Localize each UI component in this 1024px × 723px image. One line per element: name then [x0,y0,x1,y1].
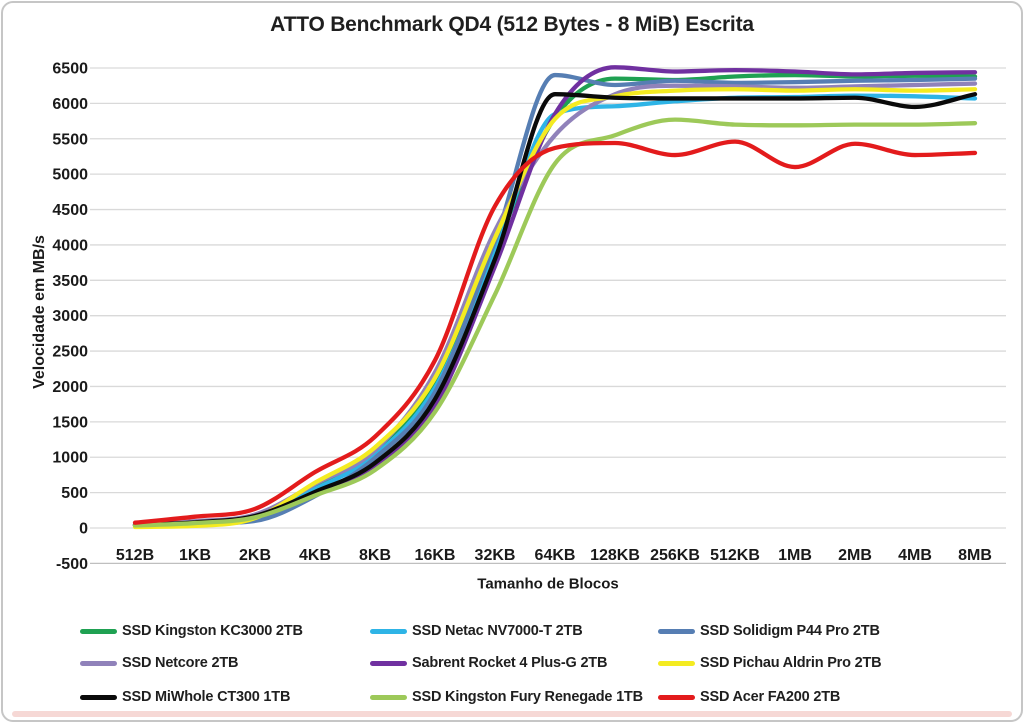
legend-item: SSD Netac NV7000-T 2TB [370,621,583,641]
y-tick-label: 2500 [52,344,88,361]
series-line [132,87,978,530]
x-tick-label: 512B [116,547,154,564]
legend-line-swatch [658,694,695,700]
legend-line-swatch [80,694,117,700]
legend-line-swatch [370,694,407,700]
legend-line-swatch [370,660,407,666]
y-tick-label: 1500 [52,414,88,431]
legend-line-swatch [658,660,695,666]
series-line [132,72,978,528]
series-line [132,139,978,525]
x-tick-label: 32KB [475,547,516,564]
legend-item: SSD MiWhole CT300 1TB [80,687,290,707]
legend-item: SSD Pichau Aldrin Pro 2TB [658,653,882,673]
x-tick-label: 64KB [535,547,576,564]
legend-label: SSD Solidigm P44 Pro 2TB [700,623,880,639]
y-tick-label: 2000 [52,379,88,396]
legend-label: SSD Acer FA200 2TB [700,689,841,705]
legend-label: SSD Pichau Aldrin Pro 2TB [700,655,882,671]
x-tick-label: 512KB [710,547,760,564]
x-tick-label: 1KB [179,547,211,564]
legend-item: Sabrent Rocket 4 Plus-G 2TB [370,653,607,673]
legend-label: SSD Netac NV7000-T 2TB [412,623,583,639]
y-tick-label: 5500 [52,131,88,148]
legend-item: SSD Netcore 2TB [80,653,238,673]
legend-line-swatch [80,660,117,666]
legend-line-swatch [80,628,117,634]
y-tick-label: 1000 [52,450,88,467]
y-tick-label: 5000 [52,167,88,184]
legend-item: SSD Kingston KC3000 2TB [80,621,303,641]
legend-item: SSD Solidigm P44 Pro 2TB [658,621,880,641]
legend-label: SSD Kingston Fury Renegade 1TB [412,689,643,705]
legend-label: SSD Kingston KC3000 2TB [122,623,303,639]
x-tick-label: 2KB [239,547,271,564]
y-tick-label: 6000 [52,96,88,113]
x-axis-title: Tamanho de Blocos [477,575,619,593]
series-line [132,93,978,528]
y-tick-label: 3000 [52,308,88,325]
x-tick-label: 256KB [650,547,700,564]
series-line [132,92,978,528]
y-tick-label: -500 [56,556,88,573]
legend-line-swatch [370,628,407,634]
x-tick-label: 128KB [590,547,640,564]
x-tick-label: 16KB [415,547,456,564]
y-tick-label: 3500 [52,273,88,290]
legend-item: SSD Kingston Fury Renegade 1TB [370,687,643,707]
legend-item: SSD Acer FA200 2TB [658,687,840,707]
legend-label: SSD Netcore 2TB [122,655,239,671]
x-tick-label: 2MB [838,547,872,564]
y-tick-label: 0 [79,521,88,538]
y-tick-label: 6500 [52,61,88,78]
x-tick-label: 4MB [898,547,932,564]
bottom-accent-strip [12,711,1012,717]
x-tick-label: 4KB [299,547,331,564]
legend-label: Sabrent Rocket 4 Plus-G 2TB [412,655,608,671]
y-tick-label: 500 [61,485,88,502]
series-line [132,117,978,528]
legend-label: SSD MiWhole CT300 1TB [122,689,291,705]
chart-title: ATTO Benchmark QD4 (512 Bytes - 8 MiB) E… [270,13,754,36]
x-tick-label: 1MB [778,547,812,564]
x-tick-label: 8MB [958,547,992,564]
x-tick-label: 8KB [359,547,391,564]
y-tick-label: 4500 [52,202,88,219]
legend-line-swatch [658,628,695,634]
y-tick-label: 4000 [52,237,88,254]
